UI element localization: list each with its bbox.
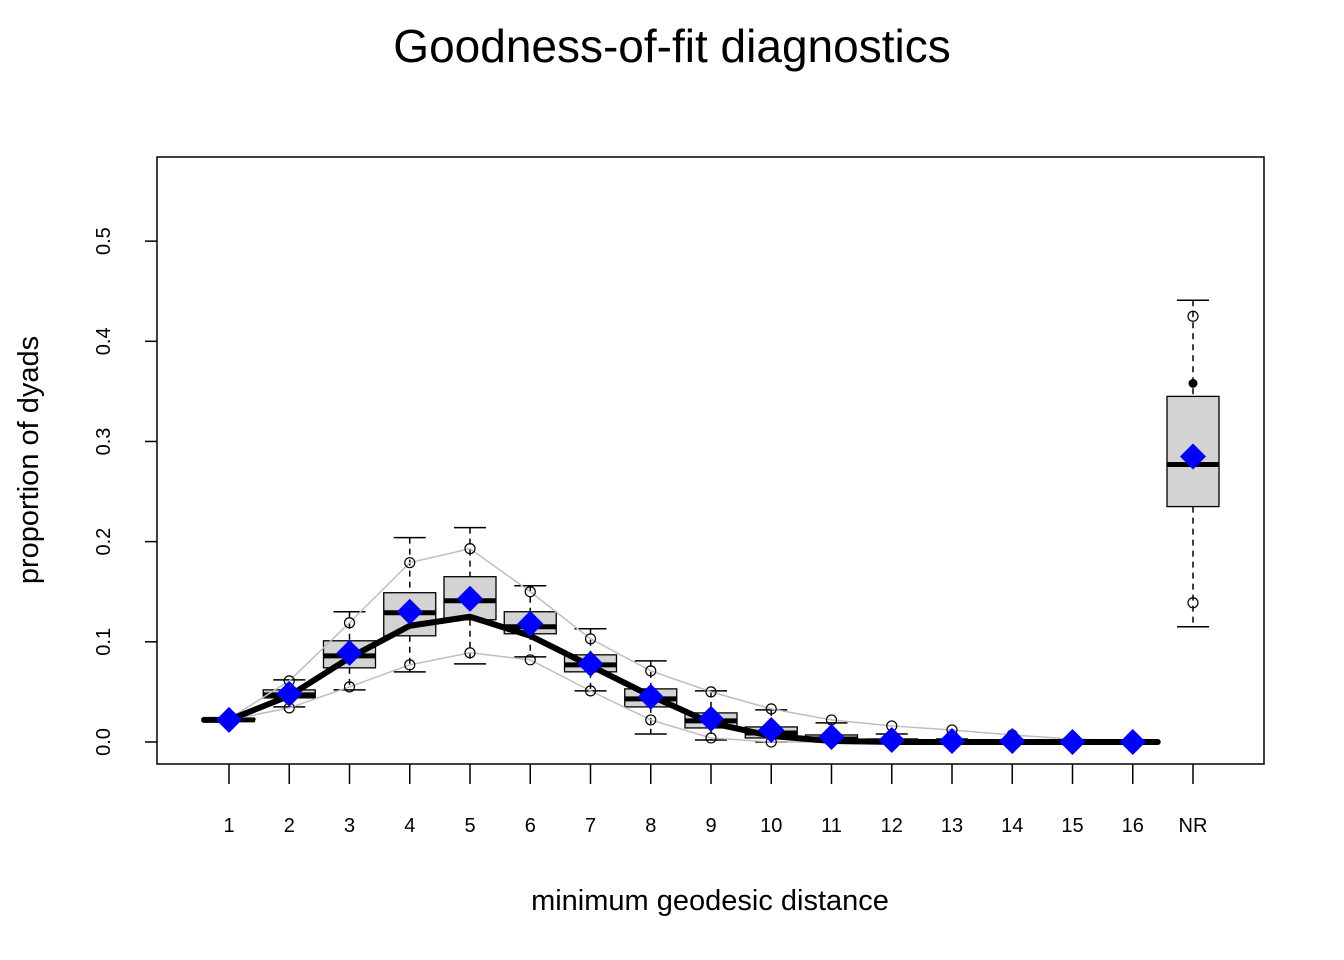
- x-tick-label: 13: [941, 815, 963, 837]
- upper-interval-point: [705, 686, 717, 698]
- observed-diamond: [878, 726, 905, 753]
- x-tick-label: 14: [1001, 815, 1023, 837]
- y-tick-label: 0.1: [93, 628, 115, 656]
- lower-interval-point: [524, 654, 536, 666]
- upper-interval-point: [343, 617, 356, 629]
- upper-interval-point: [524, 586, 536, 598]
- observed-diamond: [999, 727, 1026, 754]
- observed-diamond: [758, 716, 785, 743]
- lower-interval-point: [584, 685, 597, 697]
- observed-diamond: [939, 727, 965, 754]
- observed-diamond: [818, 723, 845, 750]
- x-tick-label: 10: [760, 815, 782, 837]
- x-tick-label: 5: [464, 815, 475, 837]
- x-tick-label: 4: [404, 815, 415, 837]
- observed-diamond: [517, 610, 544, 637]
- lower-interval-point: [404, 659, 416, 671]
- upper-interval-point: [1187, 310, 1199, 322]
- y-tick-label: 0.2: [93, 528, 115, 556]
- x-tick-label: 8: [645, 815, 656, 837]
- x-tick-label: 15: [1061, 815, 1083, 837]
- observed-diamond: [336, 639, 363, 666]
- simulated-median-line: [201, 613, 1161, 745]
- x-tick-label: 7: [585, 815, 596, 837]
- lower-interval-point: [343, 681, 356, 693]
- upper-interval-point: [464, 543, 476, 555]
- upper-interval-point: [765, 703, 777, 715]
- observed-diamond: [396, 598, 423, 625]
- observed-diamond: [1180, 443, 1206, 470]
- observed-diamond: [637, 683, 664, 710]
- x-tick-label: 9: [705, 815, 716, 837]
- observed-diamond: [698, 705, 724, 732]
- lower-interval-point: [645, 714, 657, 726]
- x-tick-label: 11: [821, 815, 842, 837]
- upper-interval-point: [584, 633, 597, 645]
- lower-interval-point: [1187, 597, 1199, 609]
- observed-diamond: [216, 706, 242, 733]
- upper-interval-point: [404, 557, 416, 569]
- x-axis-label: minimum geodesic distance: [531, 885, 889, 917]
- observed-diamond: [1059, 728, 1086, 755]
- lower-interval-point: [705, 732, 717, 744]
- y-tick-label: 0.3: [93, 428, 115, 456]
- outlier-point: [1188, 378, 1198, 388]
- lower-interval-point: [464, 647, 476, 659]
- y-tick-label: 0.4: [93, 327, 115, 355]
- x-tick-label: 1: [223, 815, 234, 837]
- x-tick-label: 2: [284, 815, 295, 837]
- observed-diamond: [457, 585, 483, 612]
- x-tick-label: 12: [881, 815, 903, 837]
- y-axis-label: proportion of dyads: [13, 336, 45, 584]
- x-tick-label: 16: [1122, 815, 1144, 837]
- upper-interval-point: [645, 665, 657, 677]
- observed-diamond: [577, 650, 604, 677]
- y-tick-label: 0.0: [93, 728, 115, 756]
- x-tick-label: 6: [525, 815, 536, 837]
- y-tick-label: 0.5: [93, 227, 115, 255]
- upper-interval-line: [228, 547, 1133, 742]
- observed-diamond: [1119, 728, 1146, 755]
- x-tick-label: 3: [344, 815, 355, 837]
- observed-diamond: [276, 680, 303, 707]
- chart-title: Goodness-of-fit diagnostics: [393, 20, 950, 72]
- plot-area: 0.00.10.20.30.40.51 2 3 4 5 6 7 8 9 10 11 12 13 14 15 1…: [93, 227, 1220, 837]
- x-tick-label: NR: [1179, 815, 1208, 837]
